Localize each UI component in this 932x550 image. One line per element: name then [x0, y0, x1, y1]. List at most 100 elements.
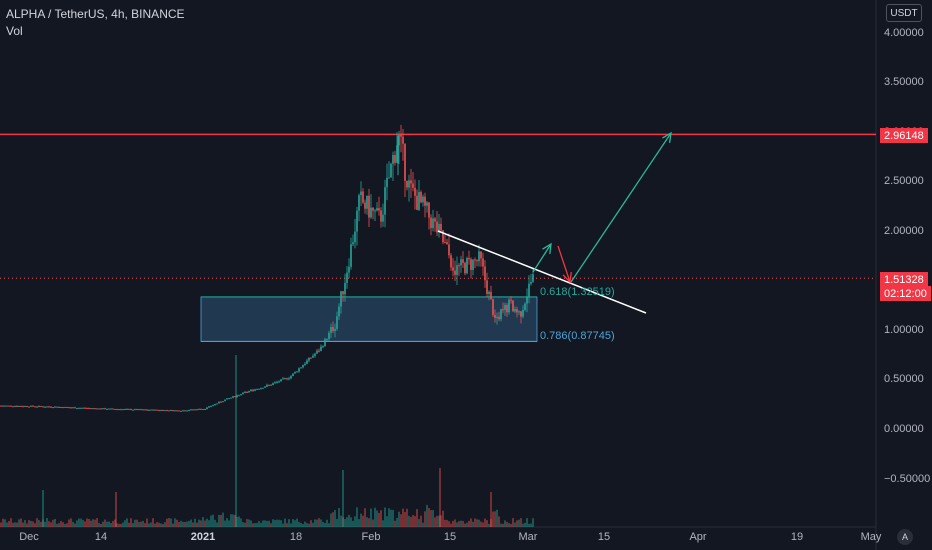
price-tick-label: −0.50000 — [884, 473, 931, 485]
candle-body — [14, 406, 16, 408]
volume-bar — [346, 517, 348, 527]
candle-body — [48, 406, 50, 408]
volume-bar — [44, 521, 46, 527]
auto-scale-button[interactable]: A — [897, 529, 913, 545]
candle-body — [208, 406, 210, 408]
candle-body — [340, 291, 342, 307]
candle-body — [72, 407, 74, 409]
candle-body — [508, 299, 510, 313]
volume-bar — [408, 515, 410, 527]
volume-bar — [164, 522, 166, 527]
candle-body — [132, 409, 134, 411]
candle-body — [28, 406, 30, 408]
volume-bar — [500, 523, 502, 527]
volume-bar — [166, 518, 168, 527]
pullback-arrow-head — [562, 271, 572, 284]
volume-bar — [20, 518, 22, 527]
candle-body — [306, 360, 308, 364]
volume-bar — [194, 518, 196, 527]
candle-body — [360, 191, 362, 196]
price-tick-label: 0.00000 — [884, 423, 924, 435]
volume-bar — [264, 520, 266, 527]
symbol-title[interactable]: ALPHA / TetherUS, 4h, BINANCE — [6, 7, 185, 21]
price-tick-label: 4.00000 — [884, 27, 924, 39]
volume-bar — [314, 519, 316, 527]
candle-body — [362, 191, 364, 203]
candle-body — [166, 410, 168, 412]
candle-body — [294, 371, 296, 374]
volume-bar — [118, 523, 120, 527]
candle-body — [460, 259, 462, 266]
volume-bar — [88, 519, 90, 527]
candle-body — [192, 409, 194, 411]
candle-body — [202, 409, 204, 411]
candle-body — [248, 391, 250, 393]
chart-legend: ALPHA / TetherUS, 4h, BINANCE Vol — [6, 6, 185, 40]
candle-body — [520, 311, 522, 317]
candle-body — [122, 409, 124, 411]
volume-bar — [272, 519, 274, 527]
volume-label[interactable]: Vol — [6, 24, 23, 38]
candle-body — [224, 399, 226, 402]
volume-bar — [172, 523, 174, 527]
candle-body — [130, 409, 132, 411]
volume-bar — [214, 519, 216, 527]
volume-bar — [524, 522, 526, 527]
price-tick-label: 2.00000 — [884, 225, 924, 237]
currency-unit-badge[interactable]: USDT — [886, 4, 922, 22]
current-price-tag: 1.51328 — [880, 272, 928, 287]
volume-bar — [434, 517, 436, 527]
volume-bar — [484, 518, 486, 527]
candle-body — [172, 410, 174, 412]
candle-body — [444, 242, 446, 244]
candle-body — [78, 407, 80, 409]
volume-bar — [224, 520, 226, 527]
volume-bar — [270, 523, 272, 527]
candle-body — [376, 208, 378, 211]
volume-bar — [502, 523, 504, 527]
volume-bar — [266, 520, 268, 527]
volume-bar — [254, 523, 256, 527]
volume-bar — [222, 512, 224, 527]
candle-body — [198, 408, 200, 410]
candle-body — [472, 259, 474, 270]
volume-bar — [286, 523, 288, 527]
candle-body — [352, 242, 354, 245]
demand-zone-rect — [200, 296, 538, 342]
countdown-tag: 02:12:00 — [880, 286, 931, 301]
volume-bar — [460, 520, 462, 527]
candle-body — [204, 409, 206, 411]
candle-body — [82, 407, 84, 409]
candle-body — [94, 408, 96, 410]
candle-body — [156, 409, 158, 411]
candle-body — [522, 310, 524, 317]
volume-bar — [278, 519, 280, 527]
candle-body — [196, 409, 198, 411]
volume-bar — [424, 511, 426, 527]
volume-bar — [94, 519, 96, 527]
candle-body — [108, 408, 110, 410]
volume-bar — [54, 519, 56, 527]
candle-body — [148, 409, 150, 411]
volume-bar — [426, 504, 428, 527]
candle-body — [252, 389, 254, 391]
candle-body — [382, 214, 384, 222]
volume-bar — [376, 510, 378, 527]
candle-body — [144, 409, 146, 411]
candle-body — [320, 346, 322, 351]
candle-body — [42, 406, 44, 408]
candle-body — [526, 296, 528, 304]
volume-bar — [508, 523, 510, 527]
candle-body — [310, 357, 312, 359]
candle-body — [384, 187, 386, 215]
candle-body — [120, 409, 122, 411]
volume-bar — [70, 518, 72, 527]
volume-bar — [242, 522, 244, 527]
volume-bar — [208, 520, 210, 527]
candle-body — [468, 257, 470, 260]
candle-body — [512, 300, 514, 312]
volume-bar — [414, 516, 416, 527]
candle-body — [36, 406, 38, 408]
